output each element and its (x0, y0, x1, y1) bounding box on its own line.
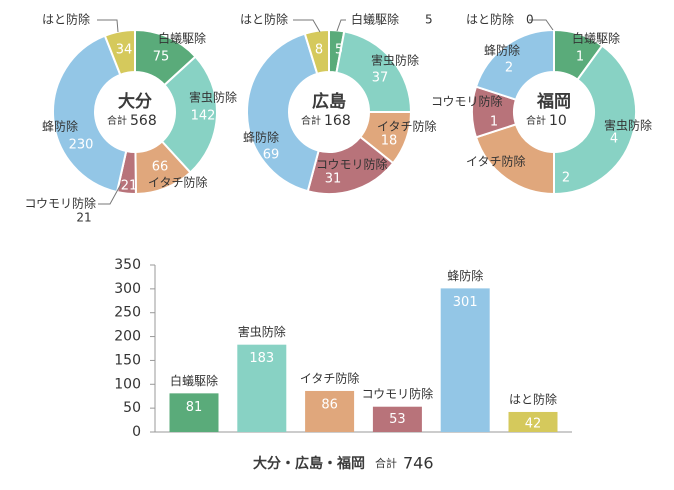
slice-category-label: 白蟻駆除 (572, 31, 620, 46)
slice-value: 18 (381, 134, 398, 149)
donut-total-label: 合計 (107, 114, 127, 127)
slice-category-label: はと防除 (42, 12, 90, 27)
slice-category-label: コウモリ防除 (24, 196, 96, 211)
bar-category-label: 白蟻駆除 (170, 373, 218, 388)
bar-chart-title: 大分・広島・福岡 (253, 455, 365, 472)
slice-value: 2 (505, 61, 513, 76)
bar-category-label: イタチ防除 (300, 370, 360, 385)
bar-category-label: コウモリ防除 (362, 386, 434, 401)
y-tick-label: 0 (132, 424, 141, 440)
donut-total-label: 合計 (526, 114, 546, 127)
y-tick-label: 200 (114, 329, 141, 345)
leader-line (336, 19, 346, 32)
slice-category-label: イタチ防除 (148, 175, 208, 190)
bar (508, 411, 558, 432)
slice-category-label: はと防除 (240, 12, 288, 27)
donut-total-value: 168 (324, 113, 351, 129)
donut-total-value: 10 (549, 113, 567, 129)
slice-value: 4 (610, 132, 618, 147)
bar-category-label: 害虫防除 (238, 324, 286, 339)
bar-value: 53 (389, 412, 406, 427)
slice-category-label: イタチ防除 (466, 154, 526, 169)
slice-value: 31 (325, 172, 342, 187)
slice-value: 230 (69, 138, 94, 153)
bar (169, 393, 219, 432)
slice-category-label: はと防除 (466, 12, 514, 27)
slice-value: 34 (116, 43, 133, 58)
slice-category-label: イタチ防除 (377, 119, 437, 134)
donut-title: 福岡 (536, 91, 571, 112)
donut-total-value: 568 (130, 113, 157, 129)
slice-category-label: コウモリ防除 (316, 157, 388, 172)
y-tick-label: 150 (114, 352, 141, 368)
slice-value: 1 (576, 50, 584, 65)
bar-value: 42 (525, 416, 542, 431)
bar-total-label: 合計 (375, 456, 397, 470)
slice-value: 21 (121, 179, 138, 194)
donut-total-label: 合計 (301, 114, 321, 127)
leader-line (97, 19, 119, 33)
slice-category-label: 白蟻駆除 (351, 12, 399, 27)
leader-line (98, 183, 122, 205)
slice-category-label: 蜂防除 (42, 119, 78, 134)
slice-value: 75 (153, 50, 170, 65)
slice-value: 1 (490, 115, 498, 130)
bar (372, 406, 422, 432)
slice-category-label: 蜂防除 (484, 43, 520, 58)
donut-slice (103, 28, 136, 77)
bar-category-label: 蜂防除 (447, 268, 483, 283)
leader-line (529, 19, 554, 31)
bar-value: 86 (321, 397, 338, 412)
y-tick-label: 300 (114, 281, 141, 297)
donut-slice (335, 30, 413, 113)
slice-category-label: 白蟻駆除 (158, 31, 206, 46)
slice-outside-value: 5 (425, 13, 433, 27)
bar-chart: 0 50 100 150 200 250 300 350 81 白蟻駆除 183 害虫防除 86 イタチ防… (114, 257, 572, 473)
bar-caption: 大分・広島・福岡 合計 746 (253, 454, 434, 473)
donut-slice (303, 28, 330, 76)
donut-slice (246, 32, 320, 193)
bar-value: 301 (453, 295, 478, 310)
bar-category-label: はと防除 (509, 391, 557, 406)
slice-category-label: 蜂防除 (243, 130, 279, 145)
bar (237, 344, 287, 432)
slice-category-label: コウモリ防除 (431, 94, 503, 109)
donut-slice (52, 34, 128, 194)
slice-value: 8 (315, 43, 323, 58)
bar (440, 288, 490, 432)
donut-title: 広島 (312, 91, 346, 112)
slice-value: 5 (335, 43, 343, 58)
donut-slice (553, 44, 637, 196)
slice-outside-value: 0 (526, 13, 534, 27)
slice-outside-value: 21 (76, 211, 91, 225)
donut-slice (160, 55, 218, 174)
y-axis: 0 50 100 150 200 250 300 350 (114, 257, 156, 440)
slice-category-label: 害虫防除 (371, 53, 419, 68)
donut-chart: 75142662123034白蟻駆除害虫防除イタチ防除コウモリ防除21蜂防除はと… (24, 12, 237, 225)
bar-value: 81 (186, 400, 203, 415)
slice-value: 66 (152, 160, 169, 175)
y-tick-label: 250 (114, 305, 141, 321)
bar (305, 390, 355, 432)
slice-value: 69 (263, 148, 280, 163)
donut-title: 大分 (118, 91, 152, 112)
slice-value: 37 (372, 71, 389, 86)
slice-value: 142 (191, 109, 216, 124)
slice-category-label: 害虫防除 (189, 90, 237, 105)
donut-charts: 75142662123034白蟻駆除害虫防除イタチ防除コウモリ防除21蜂防除はと… (24, 12, 652, 225)
bar-value: 183 (249, 351, 274, 366)
y-tick-label: 50 (123, 400, 141, 416)
bar-total-value: 746 (403, 454, 434, 473)
slice-category-label: 害虫防除 (604, 118, 652, 133)
y-tick-label: 350 (114, 257, 141, 273)
leader-line (293, 19, 321, 33)
donut-slice (474, 28, 555, 101)
y-tick-label: 100 (114, 376, 141, 392)
slice-value: 2 (562, 171, 570, 186)
